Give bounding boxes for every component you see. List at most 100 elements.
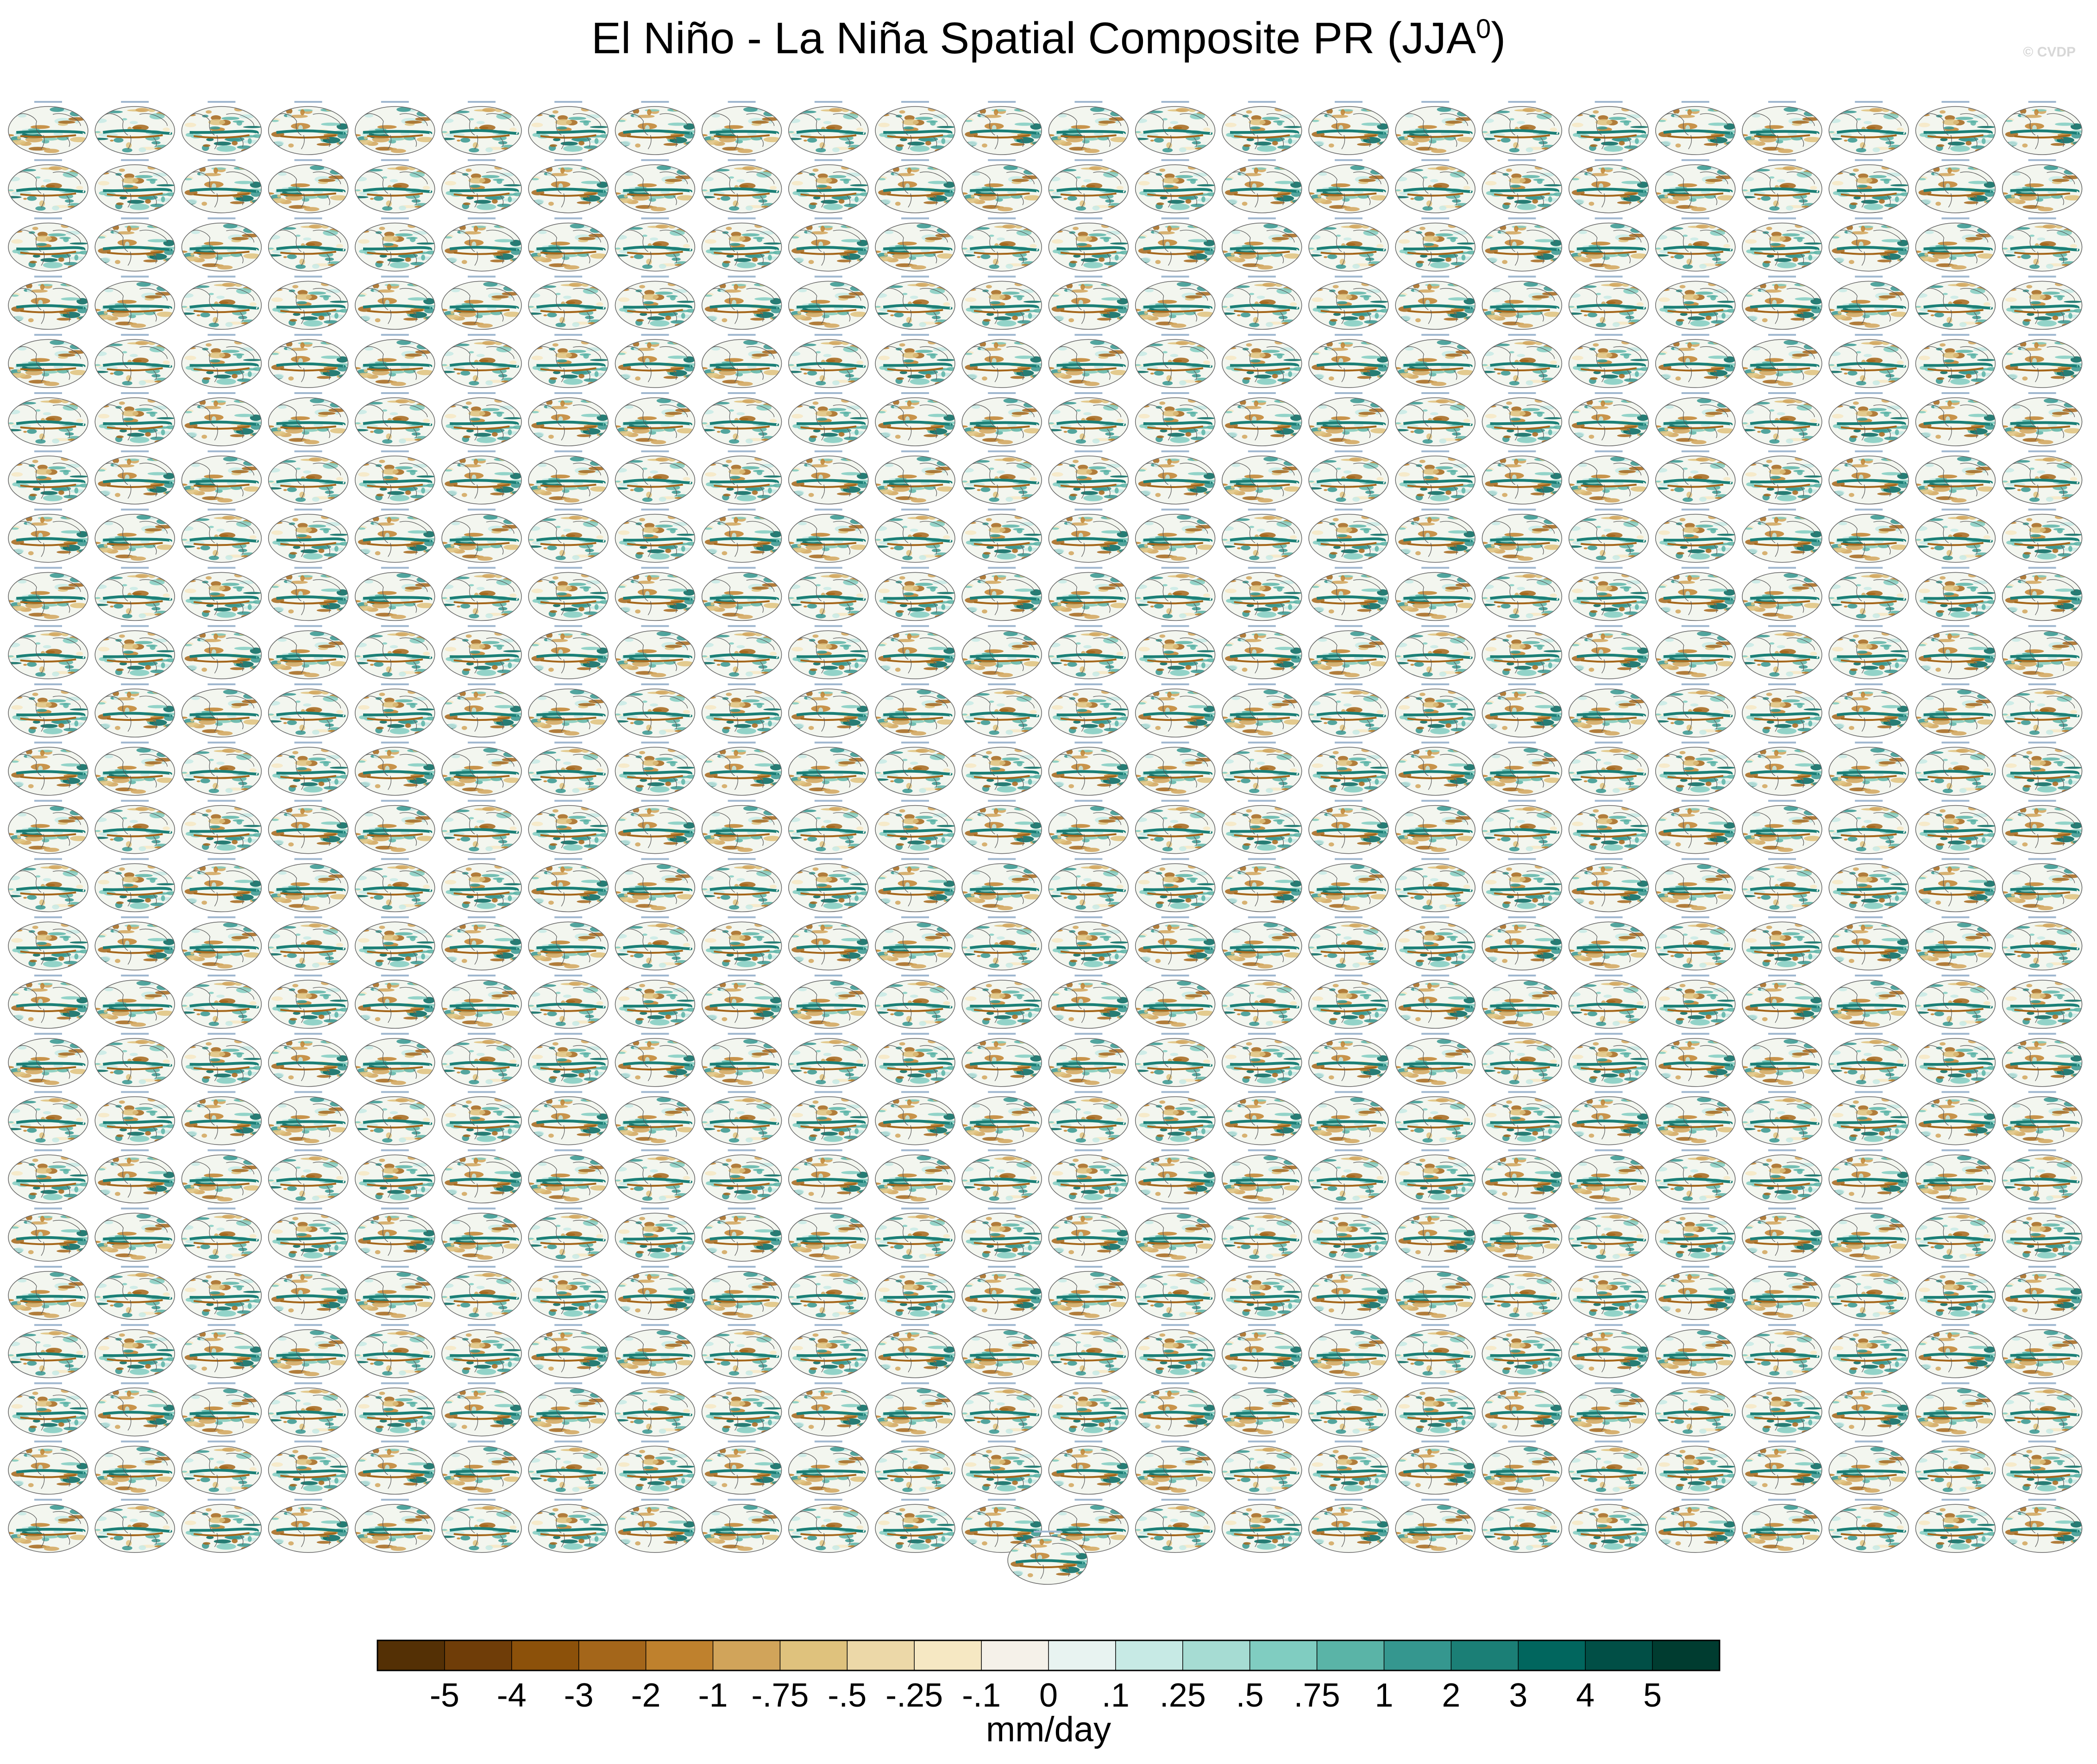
map-panel-caption <box>728 1207 756 1210</box>
map-panel-caption <box>728 275 756 278</box>
map-panel-caption <box>1855 1324 1883 1326</box>
map-panel-caption <box>1335 1149 1362 1151</box>
map-panel-caption <box>1941 916 1970 919</box>
map-panel-caption <box>554 1440 583 1443</box>
map-panel-caption <box>1074 392 1103 394</box>
map-panel-caption <box>1768 741 1796 744</box>
map-panel-caption <box>641 858 669 860</box>
map-panel-caption <box>814 1440 842 1443</box>
map-panel-caption <box>1508 334 1536 336</box>
map-panel-caption <box>34 217 62 219</box>
map-panel-caption <box>1335 1499 1362 1501</box>
map-panel-caption <box>207 392 236 394</box>
map-panel-caption <box>814 975 842 976</box>
map-panel-caption <box>814 916 842 919</box>
map-panel-caption <box>1421 1207 1450 1210</box>
map-panel-caption <box>641 450 669 452</box>
map-panel-caption <box>1508 1324 1536 1326</box>
map-panel-caption <box>294 159 322 161</box>
map-panel-caption <box>988 567 1016 569</box>
colorbar-swatch <box>511 1640 579 1671</box>
map-panel-caption <box>381 159 409 161</box>
map-panel-caption <box>1508 625 1536 627</box>
map-panel-caption <box>554 1324 583 1326</box>
map-panel-caption <box>294 1324 322 1326</box>
map-panel-caption <box>1248 858 1276 860</box>
map-panel-caption <box>121 1091 149 1093</box>
map-panel-caption <box>207 508 236 511</box>
map-panel-caption <box>34 1499 62 1501</box>
map-panel-caption <box>554 101 583 103</box>
map-panel-caption <box>468 741 496 744</box>
title-closing: ) <box>1491 13 1506 63</box>
map-panel-caption <box>554 450 583 452</box>
map-panel-caption <box>121 1149 149 1151</box>
map-panel-caption <box>901 1382 929 1384</box>
map-panel-caption <box>1768 625 1796 627</box>
map-panel-caption <box>814 858 842 860</box>
map-panel-caption <box>554 508 583 511</box>
map-panel-caption <box>381 625 409 627</box>
map-panel-caption <box>1074 1032 1103 1035</box>
map-panel-caption <box>1421 1149 1450 1151</box>
colorbar-tick-label: 3 <box>1509 1677 1527 1714</box>
map-panel-caption <box>34 625 62 627</box>
map-panel-caption <box>988 450 1016 452</box>
map-panel-caption <box>1941 1032 1970 1035</box>
map-panel-caption <box>1595 334 1623 336</box>
map-panel-caption <box>554 1149 583 1151</box>
map-panel-caption <box>1161 1207 1189 1210</box>
map-panel-caption <box>1941 275 1970 278</box>
map-panel-caption <box>641 1091 669 1093</box>
map-panel-caption <box>728 916 756 919</box>
map-panel-caption <box>468 1032 496 1035</box>
colorbar-swatch <box>578 1640 647 1671</box>
map-panel-caption <box>1681 1149 1709 1151</box>
map-panel-caption <box>1335 450 1362 452</box>
map-panel-caption <box>1248 1324 1276 1326</box>
map-panel-caption <box>121 508 149 511</box>
map-panel-caption <box>1941 334 1970 336</box>
map-panel-caption <box>207 858 236 860</box>
map-panel-caption <box>2028 217 2056 219</box>
map-panel-caption <box>468 800 496 802</box>
map-panel-caption <box>207 1266 236 1268</box>
map-panel-caption <box>641 334 669 336</box>
map-panel-caption <box>294 1149 322 1151</box>
map-panel-caption <box>728 858 756 860</box>
map-panel-caption <box>1074 101 1103 103</box>
map-panel-caption <box>1335 275 1362 278</box>
map-panel-caption <box>554 275 583 278</box>
map-panel-caption <box>1941 975 1970 976</box>
map-panel-caption <box>901 567 929 569</box>
map-panel-caption <box>381 1149 409 1151</box>
title-superscript: 0 <box>1475 14 1491 44</box>
map-panel-caption <box>294 1440 322 1443</box>
map-panel-caption <box>1421 1382 1450 1384</box>
map-panel-caption <box>468 101 496 103</box>
map-panel-caption <box>1335 858 1362 860</box>
map-panel-caption <box>1248 567 1276 569</box>
map-panel-caption <box>34 1091 62 1093</box>
map-panel-caption <box>294 450 322 452</box>
colorbar-tick-label: .5 <box>1236 1677 1264 1714</box>
map-panel-caption <box>1768 392 1796 394</box>
map-panel-caption <box>1768 1382 1796 1384</box>
map-panel-caption <box>1248 1091 1276 1093</box>
map-panel-caption <box>1421 159 1450 161</box>
map-panel-caption <box>207 567 236 569</box>
map-panel-caption <box>1595 159 1623 161</box>
colorbar-swatch <box>377 1640 446 1671</box>
map-panel-caption <box>1074 1440 1103 1443</box>
map-panel-caption <box>1855 334 1883 336</box>
map-panel-caption <box>1074 334 1103 336</box>
colorbar-tick-label: -5 <box>430 1677 459 1714</box>
map-panel-caption <box>294 916 322 919</box>
map-panel-caption <box>1508 975 1536 976</box>
map-panel-caption <box>988 159 1016 161</box>
map-panel-caption <box>1074 741 1103 744</box>
map-panel-caption <box>294 567 322 569</box>
map-panel-caption <box>554 567 583 569</box>
map-panel-caption <box>1508 392 1536 394</box>
map-panel-caption <box>34 1266 62 1268</box>
